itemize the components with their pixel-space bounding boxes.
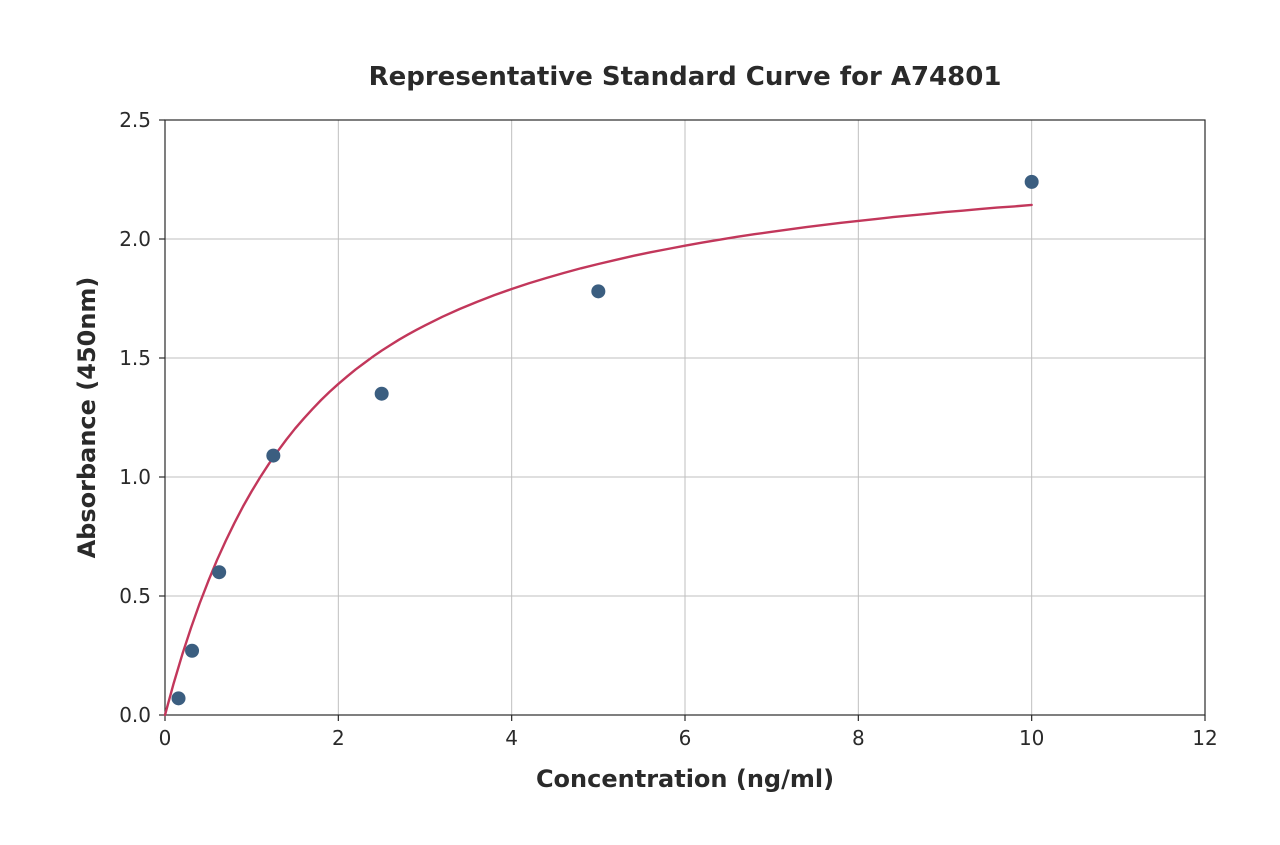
y-tick-label: 2.0 (119, 227, 151, 251)
x-tick-label: 4 (505, 726, 518, 750)
x-tick-label: 10 (1019, 726, 1044, 750)
y-tick-labels: 0.0 0.5 1.0 1.5 2.0 2.5 (119, 108, 151, 727)
y-tick-label: 1.5 (119, 346, 151, 370)
data-point (185, 644, 199, 658)
chart-container: 0 2 4 6 8 10 12 0.0 0.5 1.0 1.5 2.0 2.5 Representat… (0, 0, 1280, 845)
x-tick-label: 12 (1192, 726, 1217, 750)
y-axis-label: Absorbance (450nm) (73, 277, 101, 559)
data-point (1025, 175, 1039, 189)
data-point (591, 284, 605, 298)
y-tick-label: 1.0 (119, 465, 151, 489)
x-tick-label: 2 (332, 726, 345, 750)
x-tick-label: 6 (679, 726, 692, 750)
x-tick-label: 8 (852, 726, 865, 750)
x-tick-labels: 0 2 4 6 8 10 12 (159, 726, 1218, 750)
data-point (266, 449, 280, 463)
y-tick-label: 0.0 (119, 703, 151, 727)
x-axis-label: Concentration (ng/ml) (536, 765, 834, 793)
chart-title: Representative Standard Curve for A74801 (369, 62, 1002, 92)
data-point (375, 387, 389, 401)
data-point (212, 565, 226, 579)
y-tick-label: 0.5 (119, 584, 151, 608)
chart-svg: 0 2 4 6 8 10 12 0.0 0.5 1.0 1.5 2.0 2.5 Representat… (0, 0, 1280, 845)
x-tick-label: 0 (159, 726, 172, 750)
data-point (172, 691, 186, 705)
y-tick-label: 2.5 (119, 108, 151, 132)
